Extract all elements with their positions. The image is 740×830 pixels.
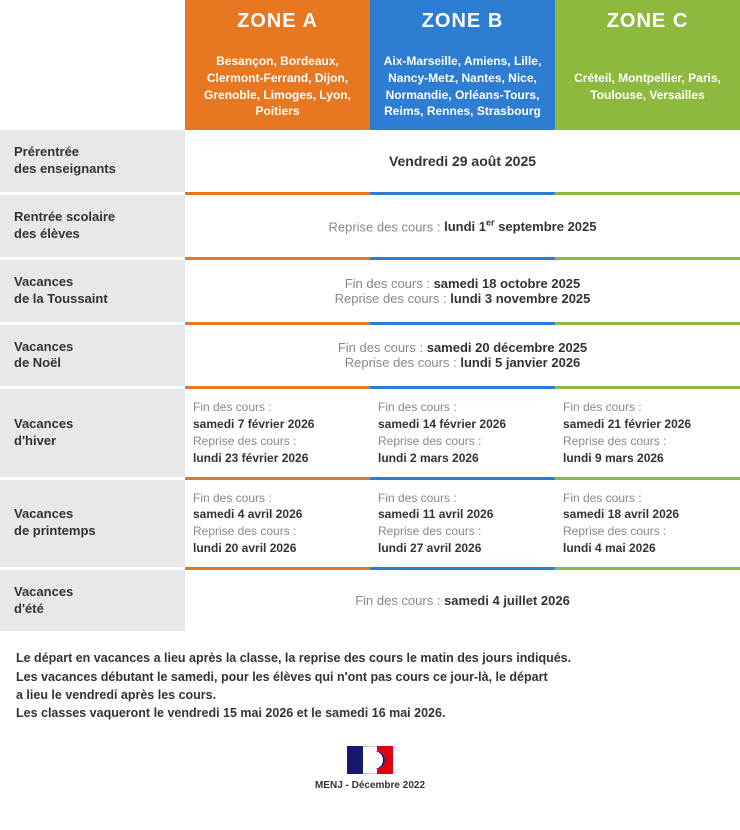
row-printemps: Vacancesde printemps Fin des cours : sam… [0, 480, 740, 567]
hiver-zone-a: Fin des cours : samedi 7 février 2026 Re… [185, 389, 370, 476]
value-ete: Fin des cours : samedi 4 juillet 2026 [185, 570, 740, 632]
row-toussaint: Vacancesde la Toussaint Fin des cours : … [0, 260, 740, 322]
zone-c-cities: Créteil, Montpellier, Paris, Toulouse, V… [555, 43, 740, 130]
printemps-zone-c: Fin des cours : samedi 18 avril 2026 Rep… [555, 480, 740, 567]
footnote-line: Le départ en vacances a lieu après la cl… [16, 649, 724, 667]
label-noel: Vacancesde Noël [0, 325, 185, 387]
footer-text: MENJ - Décembre 2022 [0, 780, 740, 791]
zone-a-cities: Besançon, Bordeaux, Clermont-Ferrand, Di… [185, 43, 370, 130]
hiver-zone-b: Fin des cours : samedi 14 février 2026 R… [370, 389, 555, 476]
value-prerentree: Vendredi 29 août 2025 [185, 130, 740, 192]
row-ete: Vacancesd'été Fin des cours : samedi 4 j… [0, 570, 740, 632]
footer: MENJ - Décembre 2022 [0, 732, 740, 803]
value-toussaint: Fin des cours : samedi 18 octobre 2025 R… [185, 260, 740, 322]
zone-cities-row: Besançon, Bordeaux, Clermont-Ferrand, Di… [0, 43, 740, 130]
label-ete: Vacancesd'été [0, 570, 185, 632]
label-prerentree: Prérentréedes enseignants [0, 130, 185, 192]
footnote-line: Les vacances débutant le samedi, pour le… [16, 668, 724, 686]
printemps-zone-b: Fin des cours : samedi 11 avril 2026 Rep… [370, 480, 555, 567]
label-toussaint: Vacancesde la Toussaint [0, 260, 185, 322]
printemps-zone-a: Fin des cours : samedi 4 avril 2026 Repr… [185, 480, 370, 567]
zone-a-header: ZONE A [185, 0, 370, 43]
zone-c-header: ZONE C [555, 0, 740, 43]
row-prerentree: Prérentréedes enseignants Vendredi 29 ao… [0, 130, 740, 192]
label-hiver: Vacancesd'hiver [0, 389, 185, 476]
footnotes: Le départ en vacances a lieu après la cl… [0, 631, 740, 732]
marianne-logo-icon [347, 746, 393, 774]
zone-b-header: ZONE B [370, 0, 555, 43]
zone-header-row: ZONE A ZONE B ZONE C [0, 0, 740, 43]
zone-b-cities: Aix-Marseille, Amiens, Lille, Nancy-Metz… [370, 43, 555, 130]
calendar-table: ZONE A ZONE B ZONE C Besançon, Bordeaux,… [0, 0, 740, 631]
value-rentree: Reprise des cours : lundi 1er septembre … [185, 195, 740, 257]
row-rentree: Rentrée scolairedes élèves Reprise des c… [0, 195, 740, 257]
label-printemps: Vacancesde printemps [0, 480, 185, 567]
label-rentree: Rentrée scolairedes élèves [0, 195, 185, 257]
hiver-zone-c: Fin des cours : samedi 21 février 2026 R… [555, 389, 740, 476]
footnote-line: a lieu le vendredi après les cours. [16, 686, 724, 704]
footnote-line: Les classes vaqueront le vendredi 15 mai… [16, 704, 724, 722]
row-hiver: Vacancesd'hiver Fin des cours : samedi 7… [0, 389, 740, 476]
row-noel: Vacancesde Noël Fin des cours : samedi 2… [0, 325, 740, 387]
value-noel: Fin des cours : samedi 20 décembre 2025 … [185, 325, 740, 387]
